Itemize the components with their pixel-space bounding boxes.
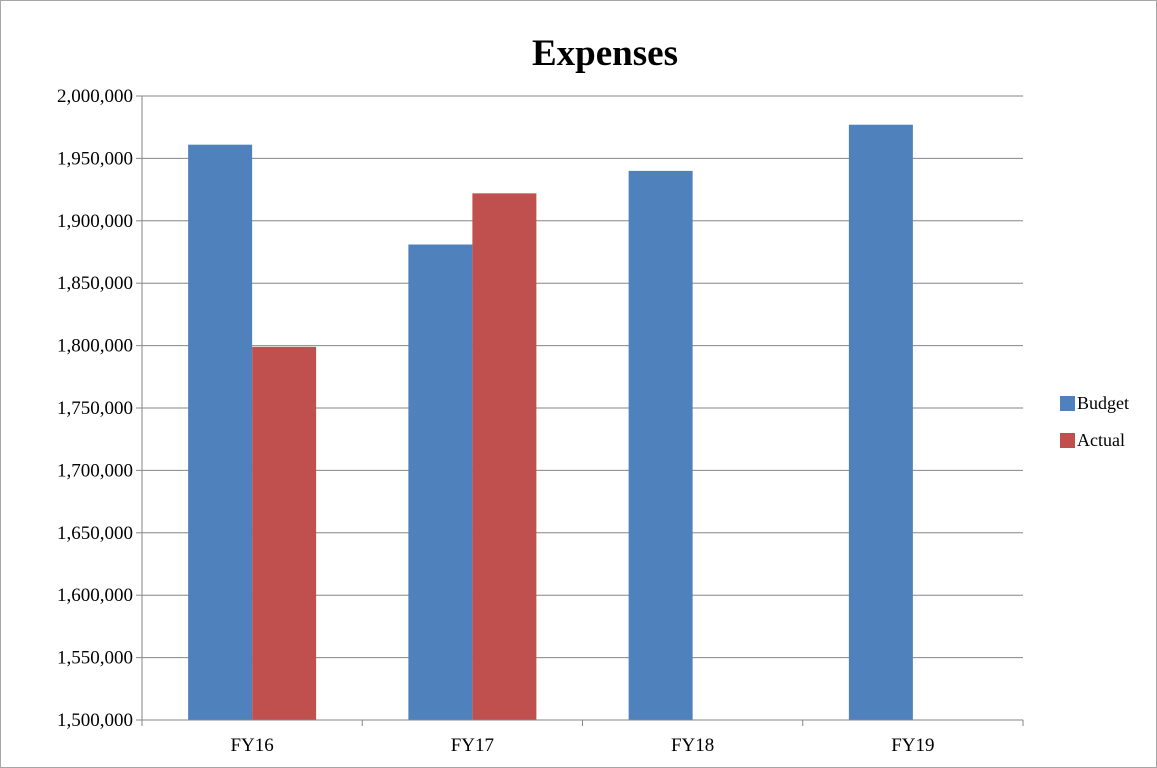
y-tick-label: 1,800,000 [57, 336, 133, 357]
bar-actual-fy16 [252, 346, 317, 720]
y-tick-label: 1,950,000 [57, 148, 133, 169]
x-tick-label: FY18 [671, 735, 714, 756]
bars [188, 124, 913, 721]
legend-swatch-budget [1060, 396, 1075, 411]
legend-label-budget: Budget [1077, 393, 1129, 413]
y-tick-label: 1,900,000 [57, 211, 133, 232]
x-tick-label: FY19 [891, 735, 934, 756]
legend-label-actual: Actual [1077, 430, 1125, 450]
bar-actual-fy17 [472, 193, 537, 720]
y-tick-label: 1,700,000 [57, 460, 133, 481]
legend: Budget Actual [1060, 393, 1129, 450]
chart-title: Expenses [532, 33, 678, 74]
y-tick-label: 1,600,000 [57, 585, 133, 606]
bar-budget-fy18 [628, 170, 693, 720]
bar-budget-fy16 [188, 144, 253, 720]
legend-swatch-actual [1060, 433, 1075, 448]
axes: 1,500,000 1,550,000 1,600,000 1,650,000 1,70… [57, 86, 1024, 756]
y-tick-label: 1,750,000 [57, 398, 133, 419]
bar-budget-fy17 [408, 244, 473, 720]
y-tick-label: 1,650,000 [57, 523, 133, 544]
bar-budget-fy19 [848, 124, 913, 721]
x-tick-label: FY17 [451, 735, 494, 756]
y-tick-label: 1,850,000 [57, 273, 133, 294]
y-tick-label: 1,550,000 [57, 648, 133, 669]
x-tick-label: FY16 [230, 735, 273, 756]
y-tick-label: 2,000,000 [57, 86, 133, 107]
y-tick-label: 1,500,000 [57, 710, 133, 731]
